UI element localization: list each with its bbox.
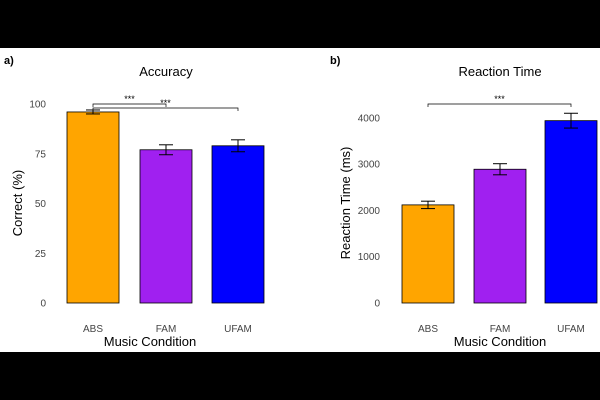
panel-reaction-time: b) Reaction Time Music Condition Reactio…: [330, 55, 598, 349]
significance-bracket: [427, 103, 572, 107]
figure: a) Accuracy Music Condition Correct (%) …: [0, 48, 600, 352]
y-tick-label: 100: [29, 100, 46, 111]
bars-layer: 0 1000 2000 3000 4000 ABS FAM UFAM ***: [358, 94, 598, 335]
chart-title: Accuracy: [139, 64, 193, 79]
panel-label: a): [4, 55, 14, 67]
x-tick-label: ABS: [83, 324, 103, 335]
y-tick-label: 1000: [358, 252, 381, 263]
bar-abs: [401, 204, 455, 304]
y-tick-label: 0: [374, 299, 380, 310]
x-tick-label: UFAM: [557, 324, 585, 335]
y-tick-label: 3000: [358, 160, 381, 171]
y-tick-label: 4000: [358, 113, 381, 124]
y-tick-label: 75: [35, 149, 47, 160]
significance-bracket: [92, 107, 239, 111]
panel-label: b): [330, 55, 341, 67]
y-tick-label: 0: [40, 299, 46, 310]
bar-ufam: [211, 145, 265, 304]
x-tick-label: UFAM: [224, 324, 252, 335]
chart-title: Reaction Time: [458, 64, 541, 79]
x-tick-label: FAM: [156, 324, 177, 335]
bar-abs: [66, 111, 120, 304]
bar-fam: [473, 168, 527, 304]
chart-canvas: a) Accuracy Music Condition Correct (%) …: [4, 55, 598, 349]
significance-label: ***: [124, 94, 135, 104]
bar-ufam: [544, 120, 598, 304]
significance-bracket: [92, 103, 167, 107]
y-axis-label: Reaction Time (ms): [338, 147, 353, 260]
y-tick-label: 2000: [358, 206, 381, 217]
significance-label: ***: [160, 98, 171, 108]
bar-fam: [139, 149, 193, 304]
x-tick-label: ABS: [418, 324, 438, 335]
y-tick-label: 50: [35, 199, 47, 210]
bars-layer: 0 25 50 75 100 ABS FAM UFAM *** ***: [29, 94, 265, 335]
panel-accuracy: a) Accuracy Music Condition Correct (%) …: [4, 55, 265, 349]
significance-label: ***: [494, 94, 505, 104]
x-axis-label: Music Condition: [104, 334, 197, 349]
y-axis-label: Correct (%): [10, 170, 25, 236]
x-axis-label: Music Condition: [454, 334, 547, 349]
y-tick-label: 25: [35, 249, 47, 260]
x-tick-label: FAM: [490, 324, 511, 335]
